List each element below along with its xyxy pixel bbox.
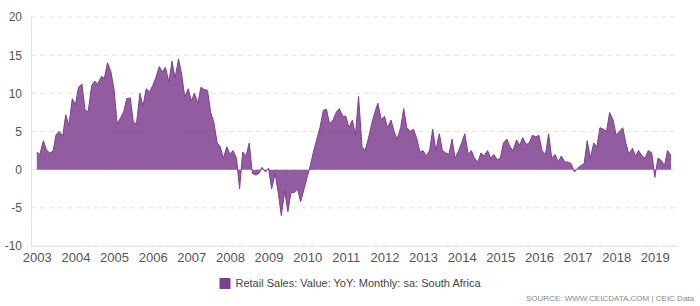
axis-line [32, 246, 679, 247]
tick: 2004 [61, 246, 90, 265]
tick: 2014 [448, 246, 477, 265]
tick: 5 [15, 125, 31, 139]
tick-label: 2007 [177, 250, 206, 265]
tick: 2013 [409, 246, 438, 265]
tick-label: 2006 [139, 250, 168, 265]
grid-line [31, 55, 678, 56]
tick-label: 5 [15, 125, 22, 139]
tick-label: 10 [9, 87, 23, 101]
tick-label: 2004 [61, 250, 90, 265]
tick-label: 2009 [255, 250, 284, 265]
grid-line [31, 207, 678, 208]
tick-label: 2008 [216, 250, 245, 265]
tick-label: 2010 [293, 250, 322, 265]
tick: 2015 [486, 246, 515, 265]
x-axis: 2003 2004 2005 2006 2007 2008 2009 2010 2011 2012… [23, 246, 679, 265]
line [37, 59, 671, 215]
tick-label: 15 [9, 49, 23, 63]
tick: 2011 [332, 246, 360, 265]
chart: -10-505101520200320042005200620072008200… [0, 0, 700, 306]
legend: Retail Sales: Value: YoY: Monthly: sa: S… [220, 277, 482, 289]
tick: -5 [11, 201, 31, 215]
tick-label: 2011 [332, 250, 360, 265]
plot-area [37, 59, 671, 215]
grid [31, 17, 678, 246]
tick-label: 2015 [486, 250, 515, 265]
tick: 2016 [525, 246, 554, 265]
legend-item: Retail Sales: Value: YoY: Monthly: sa: S… [220, 277, 482, 289]
tick-label: -10 [5, 239, 23, 253]
tick: 2017 [564, 246, 593, 265]
tick-label: -5 [11, 201, 22, 215]
tick-label: 2005 [100, 250, 129, 265]
area [37, 59, 671, 215]
tick-label: 2019 [641, 250, 670, 265]
tick: 2009 [255, 246, 284, 265]
tick-label: 2016 [525, 250, 554, 265]
tick: 2005 [100, 246, 129, 265]
tick: 2019 [641, 246, 670, 265]
tick: 2003 [23, 246, 52, 265]
tick-label: 20 [9, 10, 23, 24]
legend-label: Retail Sales: Value: YoY: Monthly: sa: S… [236, 277, 482, 289]
axis-line [31, 18, 32, 247]
tick-label: 2012 [370, 250, 399, 265]
grid-line [31, 17, 678, 18]
tick-label: 2013 [409, 250, 438, 265]
tick: 2007 [177, 246, 206, 265]
tick: 15 [9, 49, 31, 63]
tick: 10 [9, 87, 31, 101]
source-note: SOURCE: WWW.CEICDATA.COM | CEIC Data [526, 294, 695, 303]
y-axis: -10 -5 0 5 10 15 20 [5, 10, 32, 253]
tick-label: 2017 [564, 250, 593, 265]
tick-label: 2003 [23, 250, 52, 265]
tick: 2012 [370, 246, 399, 265]
tick: 0 [15, 163, 31, 177]
tick: 2010 [293, 246, 322, 265]
tick: 2006 [139, 246, 168, 265]
tick-label: 2018 [602, 250, 631, 265]
tick-label: 0 [15, 163, 22, 177]
grid-line [31, 246, 678, 247]
tick: 20 [9, 10, 31, 24]
grid-line [31, 93, 678, 94]
legend-swatch [220, 278, 231, 289]
tick: 2018 [602, 246, 631, 265]
tick: 2008 [216, 246, 245, 265]
tick-label: 2014 [448, 250, 477, 265]
